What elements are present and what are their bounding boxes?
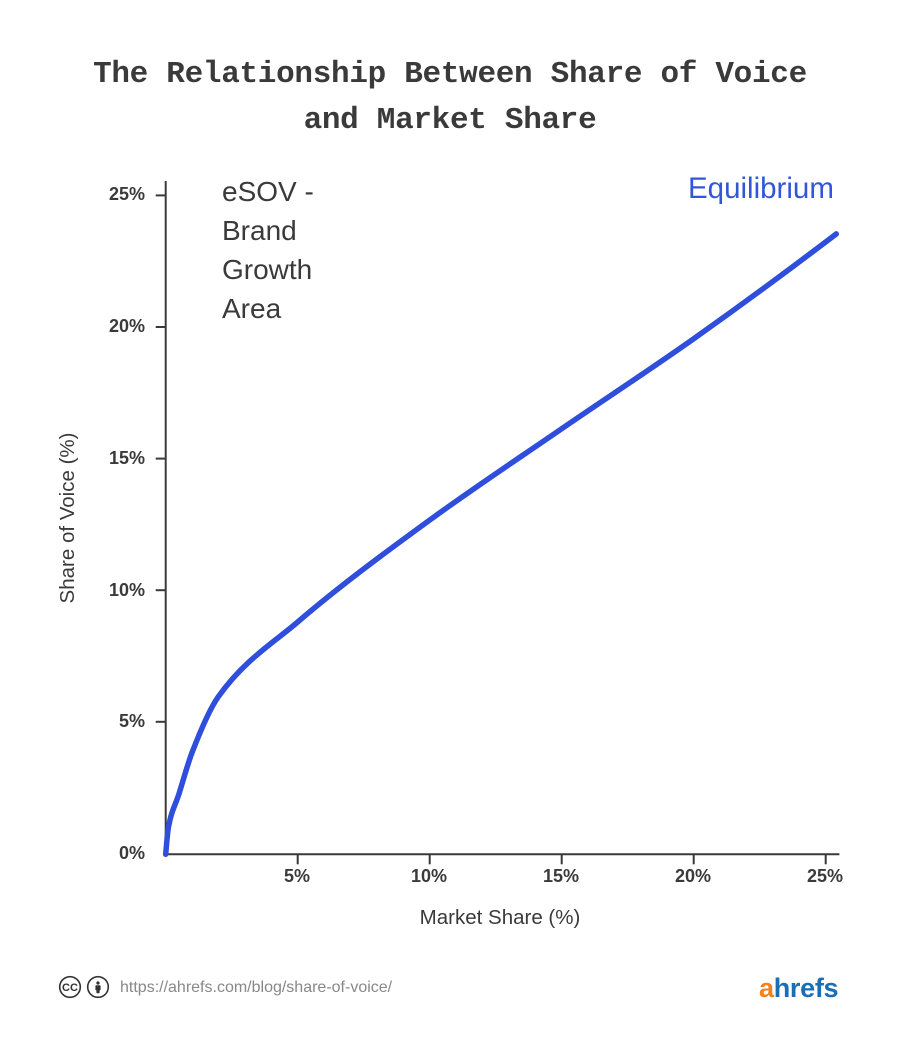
svg-text:Share of Voice (%): Share of Voice (%) <box>56 433 79 604</box>
svg-text:CC: CC <box>62 982 78 994</box>
